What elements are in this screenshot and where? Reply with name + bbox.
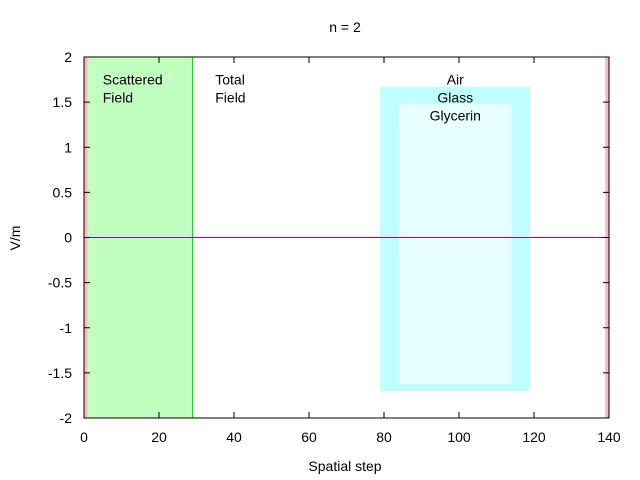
- x-tick-label: 140: [597, 429, 621, 445]
- x-axis-label: Spatial step: [308, 458, 381, 474]
- x-tick-label: 40: [226, 429, 242, 445]
- region-4: [399, 103, 512, 384]
- x-tick-label: 100: [447, 429, 471, 445]
- y-tick-label: 1: [64, 139, 72, 155]
- x-tick-label: 120: [522, 429, 546, 445]
- axis-ticks: 0 20 40 60 80 100 120 140 -2 -1.5 -1 -0.5 0 0.5 1 1.5 2: [48, 49, 621, 445]
- annotation-1-line-0: Total: [215, 72, 245, 88]
- annotation-2-line-2: Glycerin: [430, 108, 481, 124]
- y-axis-label: V/m: [7, 226, 23, 251]
- annotations: Scattered Field Total Field Air Glass Glycerin: [103, 72, 481, 124]
- annotation-0-line-0: Scattered: [103, 72, 163, 88]
- chart-title: n = 2: [329, 19, 361, 35]
- y-tick-label: -1: [60, 320, 73, 336]
- annotation-2-line-1: Glass: [437, 90, 473, 106]
- x-tick-label: 80: [376, 429, 392, 445]
- x-tick-label: 0: [80, 429, 88, 445]
- annotation-2-line-0: Air: [447, 72, 464, 88]
- y-tick-label: 2: [64, 49, 72, 65]
- y-tick-label: 0.5: [53, 184, 73, 200]
- y-tick-label: -1.5: [48, 365, 72, 381]
- x-tick-label: 20: [151, 429, 167, 445]
- annotation-0-line-1: Field: [103, 90, 133, 106]
- y-tick-label: -0.5: [48, 275, 72, 291]
- y-tick-label: -2: [60, 410, 73, 426]
- y-tick-label: 1.5: [53, 94, 73, 110]
- x-tick-label: 60: [301, 429, 317, 445]
- y-tick-label: 0: [64, 230, 72, 246]
- annotation-1-line-1: Field: [215, 90, 245, 106]
